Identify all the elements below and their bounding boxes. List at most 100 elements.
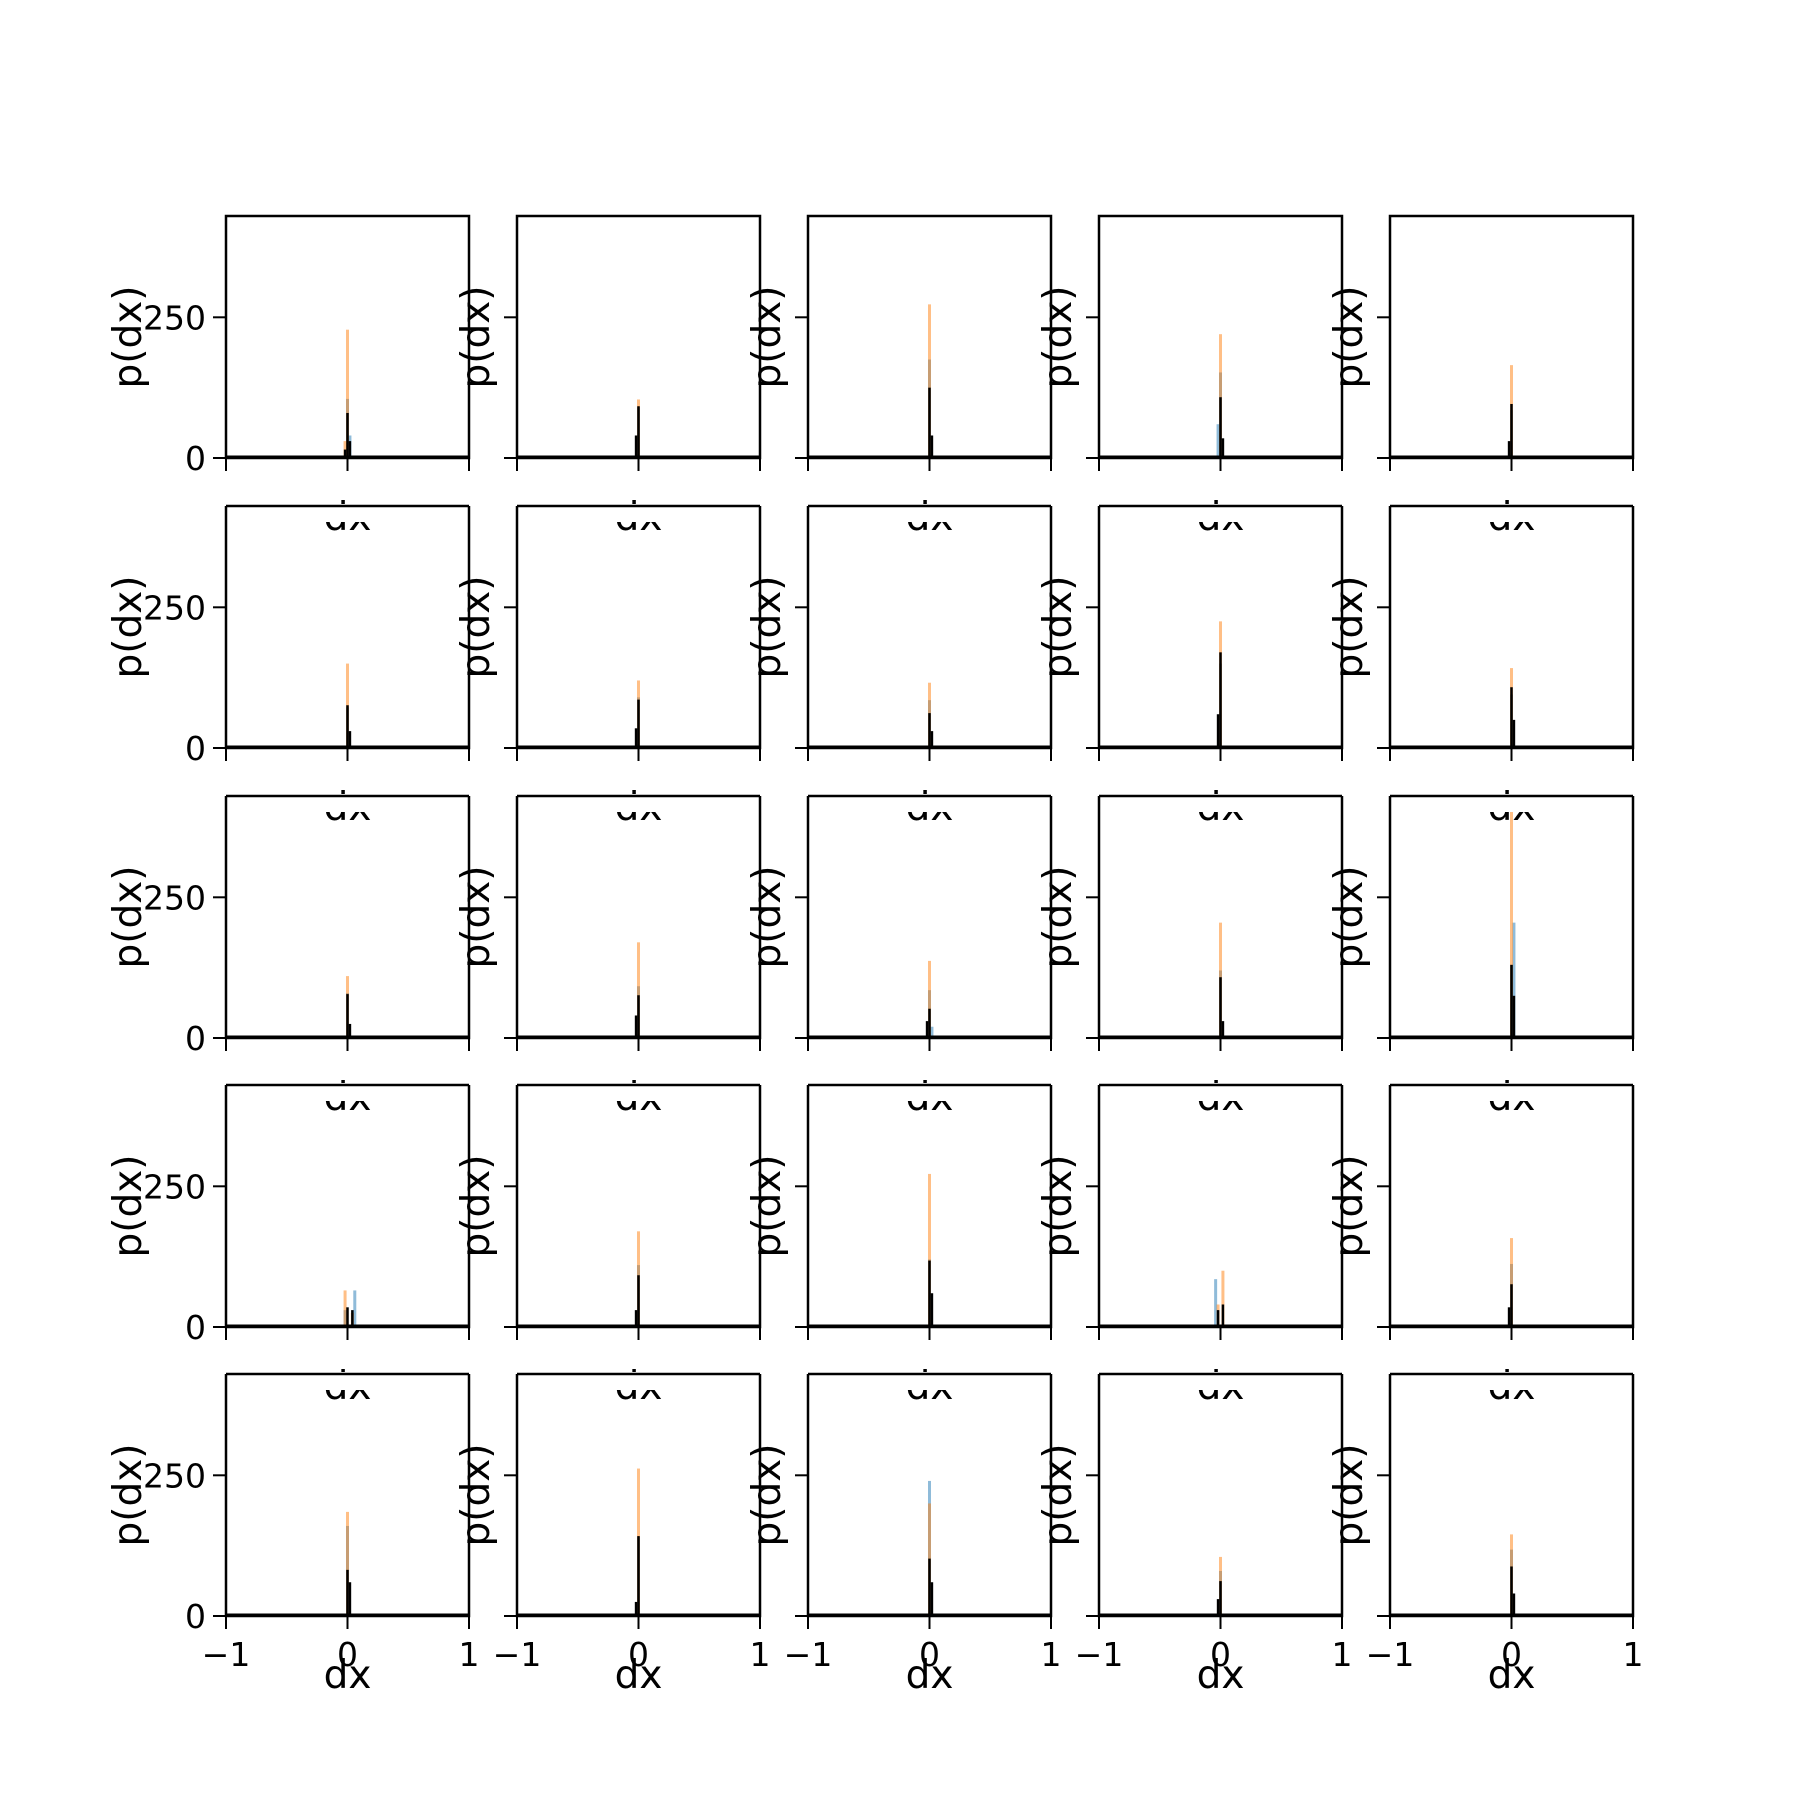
label-overlap-mask	[515, 504, 762, 522]
bar-black-0	[637, 1536, 640, 1616]
bar-black-1	[1507, 441, 1511, 458]
bar-black-0	[346, 705, 349, 748]
bar-black-0	[1510, 964, 1513, 1038]
label-overlap-mask	[224, 1372, 471, 1390]
x-tick-label: 0	[1210, 1635, 1231, 1674]
bar-orange-0	[1510, 807, 1513, 1038]
y-tick-label: 0	[185, 729, 206, 768]
bar-black-1	[1512, 1593, 1516, 1616]
bar-orange-0	[346, 1511, 349, 1616]
bar-blue-1	[1216, 424, 1220, 458]
y-axis-label: p(dx)	[106, 575, 151, 678]
subplot-r4-c1: −1 0 1 dx p(dx)	[454, 1372, 771, 1698]
y-axis-label: p(dx)	[745, 285, 790, 388]
bar-black-0	[1510, 403, 1513, 458]
y-axis-label: p(dx)	[1327, 1154, 1372, 1257]
label-overlap-mask	[1388, 504, 1635, 522]
bar-black-0	[928, 387, 931, 458]
y-axis-label: p(dx)	[106, 285, 151, 388]
bar-black-0	[1221, 1304, 1225, 1327]
label-overlap-mask	[806, 1372, 1053, 1390]
bar-blue-0	[353, 1290, 357, 1327]
x-axis-label: dx	[1488, 1653, 1536, 1698]
y-tick-label: 250	[143, 1456, 206, 1495]
x-tick-label: 0	[628, 1635, 649, 1674]
bar-black-0	[637, 699, 640, 748]
bar-orange-0	[343, 1290, 347, 1327]
bar-black-1	[930, 435, 934, 458]
bar-black-0	[637, 1275, 640, 1327]
y-axis-label: p(dx)	[745, 1154, 790, 1257]
label-overlap-mask	[806, 1083, 1053, 1101]
axes-frame	[1097, 1083, 1344, 1329]
bar-black-0	[346, 1307, 349, 1327]
label-overlap-mask	[224, 504, 471, 522]
y-axis-label: p(dx)	[1036, 1154, 1081, 1257]
bar-black-1	[348, 731, 352, 748]
subplot-r3-c1: dxp(dx)	[454, 1083, 762, 1409]
bar-black-1	[1221, 1021, 1225, 1038]
bar-black-0	[346, 412, 349, 458]
bar-black-0	[1219, 397, 1222, 458]
subplot-r0-c1: dxp(dx)	[454, 214, 762, 540]
bar-black-0	[1510, 687, 1513, 748]
y-tick-label: 250	[143, 298, 206, 337]
subplot-r2-c2: dxp(dx)	[745, 794, 1053, 1120]
x-tick-label: 1	[1623, 1635, 1644, 1674]
bar-black-0	[1219, 1581, 1222, 1616]
bar-black-0	[346, 994, 349, 1038]
x-tick-label: −1	[202, 1635, 251, 1674]
bar-black-1	[930, 731, 934, 748]
x-tick-label: 1	[1332, 1635, 1353, 1674]
bar-black-1	[348, 441, 352, 458]
y-axis-label: p(dx)	[1036, 1443, 1081, 1546]
bar-black-1	[1507, 1307, 1511, 1327]
axes-frame	[224, 1083, 471, 1329]
y-axis-label: p(dx)	[1036, 285, 1081, 388]
y-axis-label: p(dx)	[106, 865, 151, 968]
bar-black-1	[634, 1310, 638, 1327]
x-axis-label: dx	[324, 1653, 372, 1698]
bar-black-1	[1216, 714, 1220, 748]
label-overlap-mask	[1388, 794, 1635, 812]
x-axis-label: dx	[906, 1653, 954, 1698]
y-tick-label: 0	[185, 1019, 206, 1058]
y-axis-label: p(dx)	[1327, 285, 1372, 388]
bar-black-1	[1221, 438, 1225, 458]
bar-black-0	[1510, 1566, 1513, 1616]
y-tick-label: 0	[185, 439, 206, 478]
bar-black-0	[1510, 1284, 1513, 1327]
subplot-r3-c4: dxp(dx)	[1327, 1083, 1635, 1409]
y-axis-label: p(dx)	[745, 865, 790, 968]
y-tick-label: 250	[143, 588, 206, 627]
label-overlap-mask	[1388, 1372, 1635, 1390]
bar-black-1	[348, 1582, 352, 1616]
bar-black-2	[343, 449, 347, 458]
label-overlap-mask	[806, 504, 1053, 522]
label-overlap-mask	[515, 794, 762, 812]
label-overlap-mask	[1097, 504, 1344, 522]
bar-black-1	[634, 1601, 638, 1616]
bar-black-1	[925, 1021, 929, 1038]
x-axis-label: dx	[615, 1653, 663, 1698]
label-overlap-mask	[1097, 794, 1344, 812]
y-axis-label: p(dx)	[106, 1443, 151, 1546]
x-axis-label: dx	[1197, 1653, 1245, 1698]
subplot-r4-c2: −1 0 1 dx p(dx)	[745, 1372, 1062, 1698]
bar-black-0	[928, 713, 931, 748]
y-axis-label: p(dx)	[745, 1443, 790, 1546]
y-axis-label: p(dx)	[454, 285, 499, 388]
bar-black-1	[1216, 1310, 1220, 1327]
y-axis-label: p(dx)	[1327, 575, 1372, 678]
bar-black-0	[928, 1008, 931, 1038]
bar-black-0	[928, 1558, 931, 1616]
x-tick-label: 0	[919, 1635, 940, 1674]
label-overlap-mask	[1097, 1083, 1344, 1101]
bar-orange-0	[346, 329, 349, 458]
x-tick-label: 1	[1041, 1635, 1062, 1674]
bar-black-1	[351, 1310, 354, 1327]
